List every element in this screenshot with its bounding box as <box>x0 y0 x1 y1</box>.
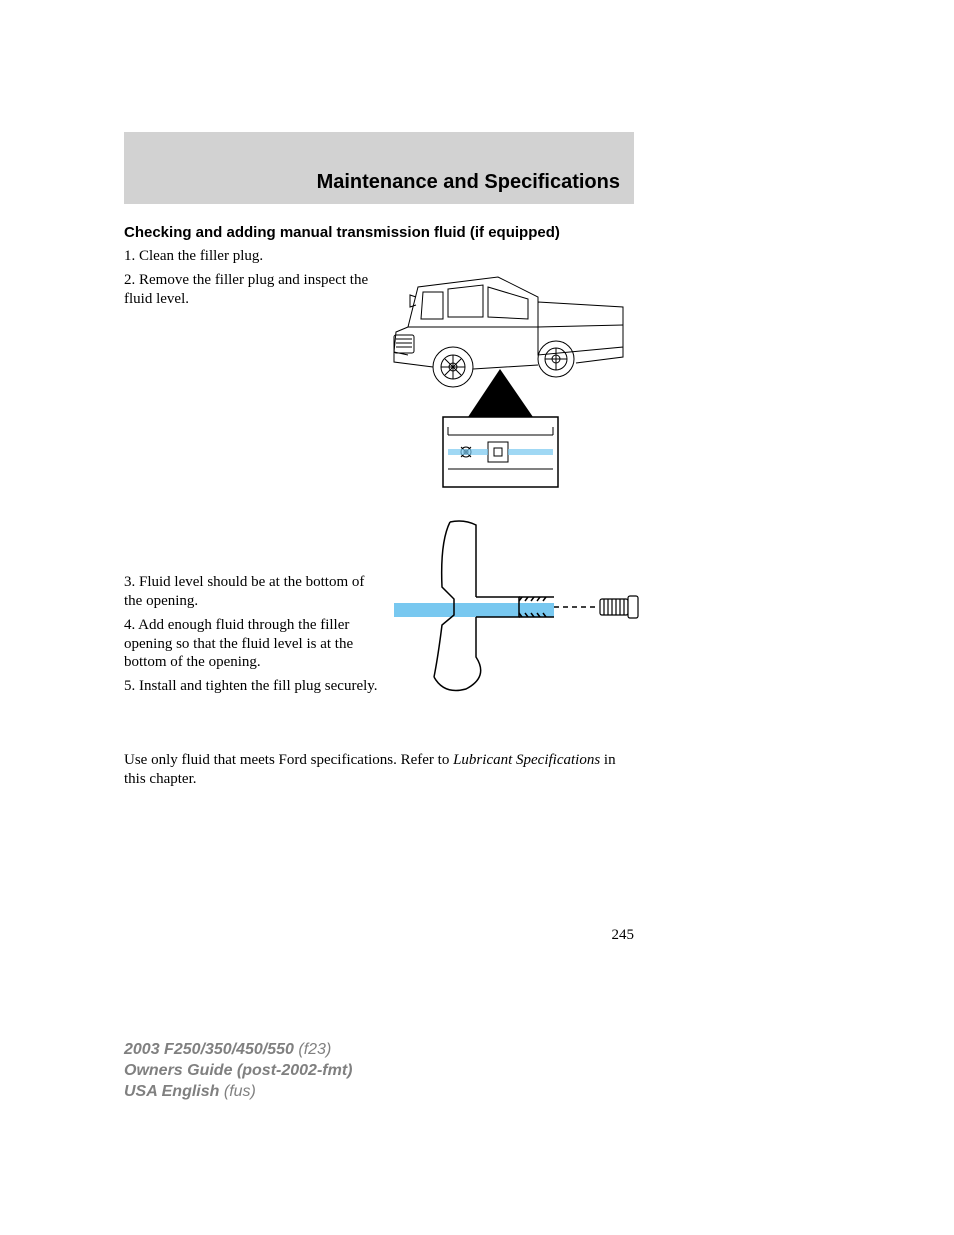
footer-line-2: Owners Guide (post-2002-fmt) <box>124 1061 352 1082</box>
footer: 2003 F250/350/450/550 (f23) Owners Guide… <box>124 1040 352 1102</box>
page-content: Maintenance and Specifications Checking … <box>124 132 634 793</box>
closing-italic: Lubricant Specifications <box>453 752 600 768</box>
step-2: 2. Remove the filler plug and inspect th… <box>124 271 384 309</box>
step-4: 4. Add enough fluid through the filler o… <box>124 616 384 672</box>
footer-line-1: 2003 F250/350/450/550 (f23) <box>124 1040 352 1061</box>
truck-diagram <box>388 247 638 502</box>
step-5: 5. Install and tighten the fill plug sec… <box>124 677 384 696</box>
page-number: 245 <box>612 927 635 944</box>
chapter-header-bar: Maintenance and Specifications <box>124 132 634 204</box>
closing-prefix: Use only fluid that meets Ford specifica… <box>124 752 453 768</box>
layout-spacer <box>124 701 634 751</box>
chapter-title: Maintenance and Specifications <box>317 171 620 194</box>
plug-cross-section-diagram <box>394 517 642 702</box>
footer-lang: USA English <box>124 1083 219 1100</box>
section-heading: Checking and adding manual transmission … <box>124 224 634 241</box>
footer-line-3: USA English (fus) <box>124 1082 352 1103</box>
closing-note: Use only fluid that meets Ford specifica… <box>124 751 634 789</box>
footer-code1: (f23) <box>294 1041 331 1058</box>
footer-model: 2003 F250/350/450/550 <box>124 1041 294 1058</box>
footer-code2: (fus) <box>219 1083 255 1100</box>
step-3: 3. Fluid level should be at the bottom o… <box>124 573 384 611</box>
